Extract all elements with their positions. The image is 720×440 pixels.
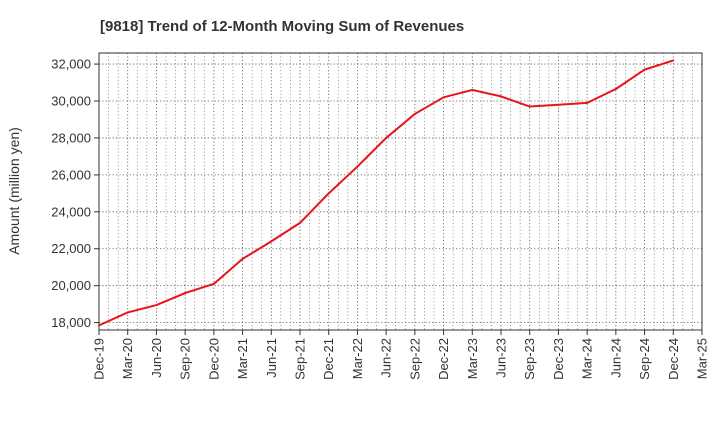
x-tick-label: Dec-22 [436, 338, 451, 380]
x-tick-label: Jun-24 [608, 338, 623, 378]
y-tick-label: 32,000 [51, 57, 91, 72]
data-point [98, 324, 100, 327]
x-tick-label: Sep-24 [637, 338, 652, 380]
y-tick-label: 28,000 [51, 130, 91, 145]
y-tick-label: 20,000 [51, 278, 91, 293]
x-tick-label: Jun-23 [494, 338, 509, 378]
x-tick-label: Mar-20 [120, 338, 135, 379]
x-tick-label: Jun-20 [149, 338, 164, 378]
data-point [500, 95, 502, 98]
x-tick-label: Mar-22 [350, 338, 365, 379]
y-tick-label: 24,000 [51, 204, 91, 219]
x-tick-label: Dec-20 [206, 338, 221, 380]
data-point [643, 68, 646, 71]
x-tick-label: Mar-24 [580, 338, 595, 379]
x-tick-label: Sep-21 [293, 338, 308, 380]
y-tick-label: 18,000 [51, 315, 91, 330]
data-point [126, 311, 129, 314]
x-tick-label: Sep-23 [522, 338, 537, 380]
data-point [614, 88, 617, 91]
data-point [385, 136, 388, 139]
y-tick-label: 26,000 [51, 167, 91, 182]
data-point [270, 240, 273, 243]
y-axis-label: Amount (million yen) [6, 127, 22, 255]
data-point [586, 101, 589, 104]
x-tick-label: Mar-25 [695, 338, 710, 379]
x-tick-label: Dec-24 [666, 338, 681, 380]
data-point [471, 88, 474, 91]
x-tick-label: Dec-23 [551, 338, 566, 380]
data-point [184, 292, 187, 295]
data-point [528, 105, 531, 108]
series [98, 59, 675, 327]
y-tick-label: 30,000 [51, 94, 91, 109]
y-axis-ticks: 18,000 20,000 22,000 24,000 26,000 28,000 30,0… [51, 57, 99, 330]
x-axis-ticks: Dec-19 Mar-20 Jun-20 Sep-20 Dec-20 Mar-21 Jun-… [92, 330, 710, 380]
grid [98, 53, 703, 330]
data-point [212, 282, 215, 285]
x-tick-label: Jun-22 [379, 338, 394, 378]
data-point [356, 165, 359, 168]
data-point [327, 192, 330, 195]
data-point [155, 304, 158, 307]
chart-title: [9818] Trend of 12-Month Moving Sum of R… [100, 18, 464, 35]
x-tick-label: Mar-23 [465, 338, 480, 379]
x-tick-label: Sep-20 [178, 338, 193, 380]
x-tick-label: Jun-21 [264, 338, 279, 378]
x-tick-label: Dec-21 [321, 338, 336, 380]
data-point [413, 112, 416, 115]
data-point [557, 103, 560, 106]
x-tick-label: Sep-22 [407, 338, 422, 380]
y-tick-label: 22,000 [51, 241, 91, 256]
data-point [241, 257, 244, 260]
plot-area [98, 52, 703, 331]
data-point [299, 221, 301, 224]
x-tick-label: Dec-19 [92, 338, 107, 380]
data-point [672, 59, 675, 62]
x-tick-label: Mar-21 [235, 338, 250, 379]
data-point [442, 96, 445, 99]
